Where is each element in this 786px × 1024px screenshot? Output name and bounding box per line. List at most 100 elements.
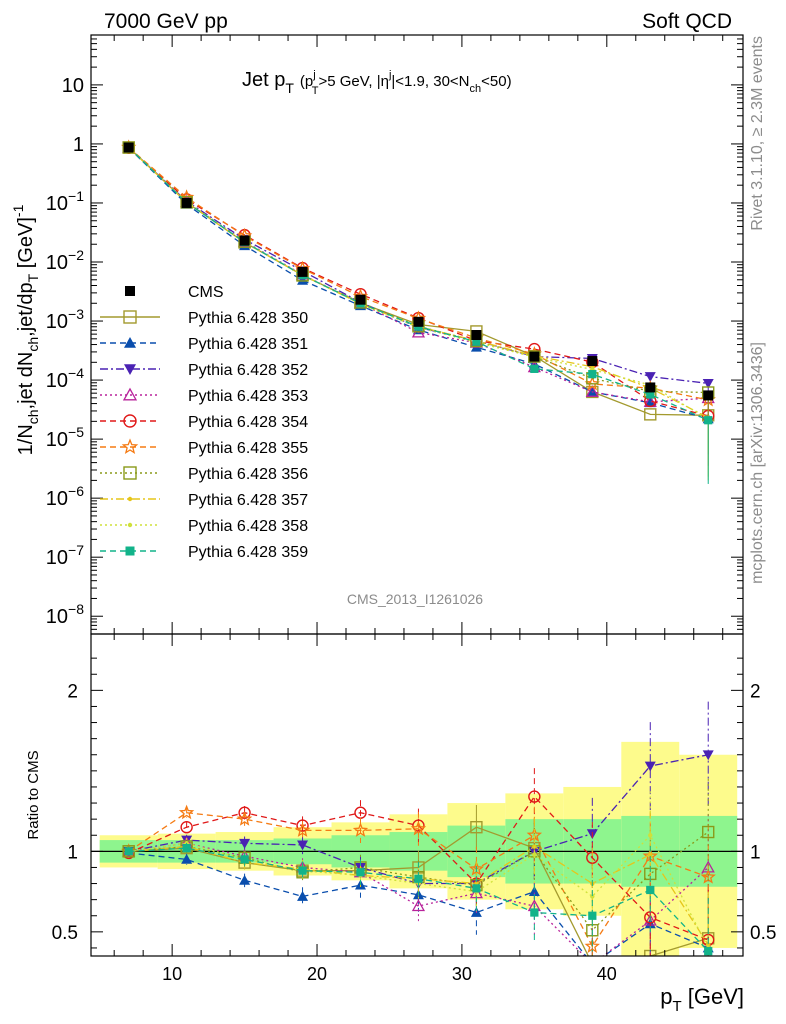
pythia-352-ratio-point	[297, 840, 309, 851]
pythia-352-ratio-point	[239, 838, 251, 849]
y-tick-label: 10−6	[46, 483, 84, 510]
legend-pythia-354-label: Pythia 6.428 354	[188, 414, 308, 431]
cms-data-point	[703, 390, 714, 401]
pythia-359-ratio-point	[182, 844, 191, 853]
pythia-356-point	[122, 141, 135, 154]
pythia-351-point	[297, 274, 309, 285]
ratio-tick-label-right: 2	[750, 681, 761, 702]
header-left: 7000 GeV pp	[104, 10, 228, 33]
cms-data-point	[587, 356, 598, 367]
legend-pythia-350-label: Pythia 6.428 350	[188, 310, 308, 327]
y-tick-label: 10−2	[46, 247, 84, 274]
pythia-354-ratio-point	[180, 821, 193, 834]
pythia-355-point	[584, 375, 600, 391]
pythia-358-ratio-point	[590, 894, 595, 899]
main-series-layer	[121, 139, 716, 484]
legend: CMS Pythia 6.428 350 Pythia 6.428 351 Pythi…	[100, 284, 308, 561]
ratio-series-layer	[121, 701, 716, 956]
y-tick-label: 10−3	[46, 306, 84, 333]
rivet-version-label: Rivet 3.1.10, ≥ 2.3M events	[749, 36, 766, 231]
pythia-359-ratio-point	[298, 866, 307, 875]
pythia-359-ratio-point	[530, 908, 539, 917]
pythia-359-point	[472, 337, 481, 346]
pythia-351-point	[644, 397, 656, 408]
x-tick-label: 40	[597, 964, 617, 984]
cms-data-point	[355, 294, 366, 305]
pythia-351-ratio-point	[297, 890, 309, 901]
legend-pythia-353-label: Pythia 6.428 353	[188, 388, 308, 405]
pythia-355-line	[128, 147, 709, 401]
pythia-355-ratio-point	[352, 822, 369, 837]
legend-pythia-353-marker	[122, 387, 138, 401]
ratio-tick-label: 2	[67, 681, 78, 702]
pythia-352-ratio-point	[644, 761, 656, 772]
legend-pythia-355-marker	[121, 438, 139, 455]
pythia-351-ratio-point	[528, 886, 540, 896]
pythia-357-ratio-point	[648, 852, 653, 857]
pythia-353-ratio-point	[411, 899, 426, 912]
pythia-359-point	[588, 370, 597, 379]
legend-marker-cms	[125, 286, 135, 296]
pythia-355-ratio-point	[178, 804, 195, 820]
y-axis-label-main: 1/Nch,jet dNch,jet/dpT [GeV]-1	[10, 204, 41, 455]
cms-data-point	[239, 235, 250, 246]
pythia-353-ratio-line	[128, 842, 709, 956]
pythia-358-ratio-point	[648, 833, 653, 838]
cms-data-point	[471, 330, 482, 341]
ratio-tick-label-right: 0.5	[750, 923, 776, 944]
pythia-355-ratio-point	[236, 811, 253, 826]
pythia-350-ratio-point	[470, 821, 483, 834]
ratio-tick-label: 1	[67, 842, 78, 863]
pythia-354-ratio-point	[296, 819, 309, 832]
pythia-351-ratio-point	[181, 853, 193, 864]
cms-data-point	[123, 142, 134, 153]
pythia-352-ratio-point	[702, 750, 714, 761]
pythia-359-ratio-point	[588, 911, 597, 920]
x-axis-label: pT [GeV]	[660, 984, 744, 1015]
header-right: Soft QCD	[642, 10, 732, 33]
pythia-356-line	[128, 147, 709, 394]
y-axis-label-ratio: Ratio to CMS	[25, 750, 42, 839]
pythia-359-ratio-point	[124, 847, 133, 856]
y-tick-label: 10−8	[46, 601, 84, 628]
cms-data-point	[181, 197, 192, 208]
pythia-351-ratio-point	[239, 874, 251, 885]
pythia-352-point	[644, 372, 656, 383]
legend-pythia-355-label: Pythia 6.428 355	[188, 440, 308, 457]
pythia-359-ratio-point	[704, 947, 713, 956]
x-tick-label: 20	[307, 964, 327, 984]
pythia-355-ratio-point	[294, 822, 311, 837]
legend-pythia-351-label: Pythia 6.428 351	[188, 336, 308, 353]
y-tick-label: 10−5	[46, 424, 84, 451]
pythia-356-ratio-point	[702, 825, 715, 839]
y-tick-label: 10−1	[46, 188, 84, 215]
x-tick-label: 30	[452, 964, 472, 984]
pythia-359-ratio-point	[240, 855, 249, 864]
pythia-359-ratio-point	[646, 885, 655, 895]
pythia-358-ratio-line	[128, 834, 709, 949]
legend-pythia-358-label: Pythia 6.428 358	[188, 518, 308, 535]
y-tick-label: 10	[62, 75, 84, 97]
legend-pythia-352-marker	[124, 364, 136, 375]
pythia-354-ratio-point	[528, 790, 541, 803]
pythia-359-ratio-point	[356, 868, 365, 877]
legend-pythia-357-marker	[127, 496, 133, 502]
cms-data-point	[529, 351, 540, 362]
cms-data-point	[645, 382, 656, 393]
legend-pythia-354-marker	[123, 414, 137, 428]
x-tick-label: 10	[162, 964, 182, 984]
pythia-359-ratio-point	[472, 884, 481, 893]
axis-ticks: 10 20 30 40 10 1 10−1 10−2 10−3 10−4 10−5 10−6 10−7 1…	[46, 34, 776, 984]
chart-title: Jet pT (pj T>5 GeV, |ηj|<1.9, 30<Nch<50)	[242, 69, 512, 97]
pythia-359-ratio-point	[414, 874, 423, 883]
cms-data-point	[297, 266, 308, 277]
legend-pythia-359-marker	[125, 546, 135, 556]
legend-pythia-350-marker	[123, 310, 137, 324]
pythia-355-ratio-point	[410, 820, 427, 836]
legend-pythia-351-marker	[124, 337, 136, 348]
pythia-350-point	[644, 408, 657, 421]
legend-pythia-356-marker	[123, 466, 137, 480]
legend-pythia-357-label: Pythia 6.428 357	[188, 492, 308, 509]
cms-data-point	[413, 316, 424, 327]
pythia-352-ratio-line	[128, 754, 709, 885]
